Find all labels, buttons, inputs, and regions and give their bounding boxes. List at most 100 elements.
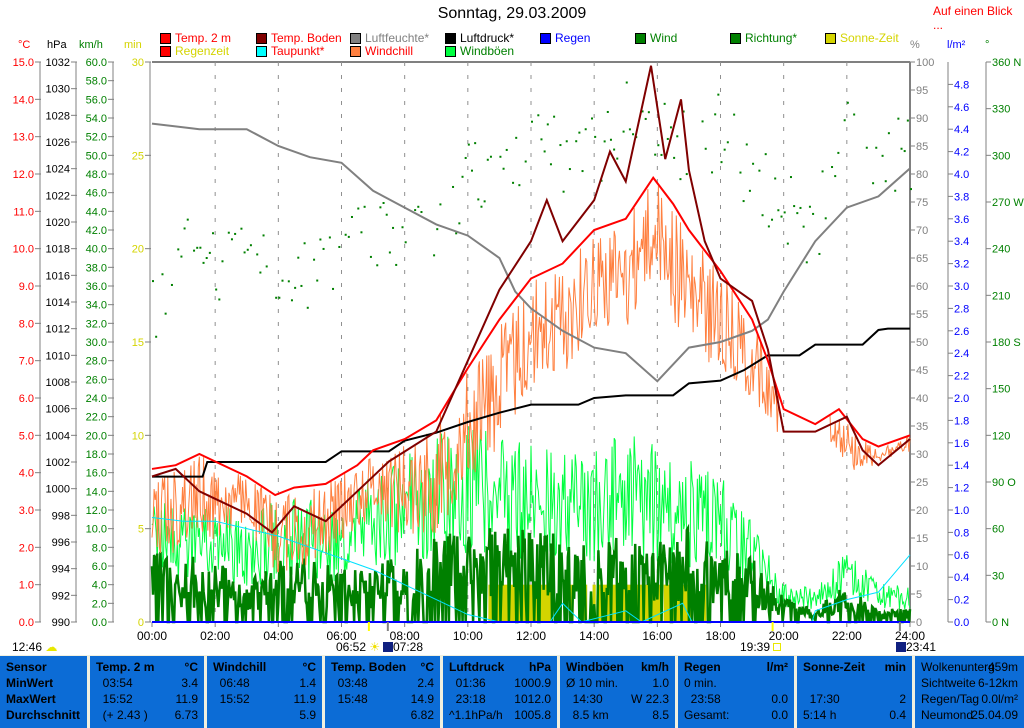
axis-tick-label: 8.0: [92, 542, 107, 554]
axis-tick-label: 1010: [46, 350, 70, 362]
stats-label: 03:48: [331, 676, 368, 690]
axis-tick-label: 30.0: [86, 337, 107, 349]
x-axis-tick-label: 20:00: [769, 629, 799, 643]
stats-label: Luftdruck: [449, 660, 505, 674]
richtung-dot: [382, 201, 385, 204]
legend-swatch: [730, 32, 741, 44]
richtung-dot: [319, 238, 322, 241]
richtung-dot: [606, 110, 609, 113]
stats-row: Sichtweite 6-12km: [921, 676, 1018, 692]
richtung-dot: [581, 170, 584, 173]
richtung-dot: [796, 212, 799, 215]
richtung-dot: [357, 207, 360, 210]
stats-label: Windchill: [213, 660, 267, 674]
stats-value: 5.9: [299, 708, 316, 722]
axis-tick-label: 50: [916, 337, 928, 349]
richtung-dot: [505, 148, 508, 151]
stats-row: 14:30 W 22.3: [566, 692, 669, 708]
stats-label: 5:14 h: [803, 708, 837, 722]
richtung-dot: [455, 232, 458, 235]
stats-label: 03:54: [96, 676, 133, 690]
axis-tick-label: 7.0: [19, 356, 34, 368]
axis-tick-label: 5.0: [19, 430, 34, 442]
richtung-dot: [186, 218, 189, 221]
axis-tick-label: 210: [992, 290, 1010, 302]
axis-tick-label: 10.0: [86, 524, 107, 536]
stats-row: MinWert: [6, 676, 81, 692]
stats-value: 0.0l/m²: [981, 692, 1018, 706]
legend-item: Windchill: [350, 44, 413, 58]
richtung-dot: [199, 246, 202, 249]
axis-tick-label: 2.0: [19, 542, 34, 554]
richtung-dot: [246, 248, 249, 251]
axis-tick-label: 24.0: [86, 393, 107, 405]
stats-label: 15:48: [331, 692, 368, 706]
legend-item: Sonne-Zeit: [825, 31, 899, 45]
axis-tick-label: 44.0: [86, 206, 107, 218]
stats-label: 8.5 km: [566, 708, 609, 722]
richtung-dot: [821, 170, 824, 173]
richtung-dot: [303, 242, 306, 245]
richtung-dot: [489, 155, 492, 158]
axis-tick-label: 58.0: [86, 76, 107, 88]
legend-item: Windböen: [445, 44, 514, 58]
statistics-table: Sensor MinWert MaxWert Durchschnitt Temp. 2 …: [0, 655, 1024, 728]
axis-unit-label: min: [124, 39, 142, 51]
stats-row: 03:54 3.4: [96, 676, 198, 692]
axis-tick-label: 3.6: [954, 214, 969, 226]
legend-swatch: [825, 32, 836, 44]
richtung-dot: [644, 117, 647, 120]
axis-tick-label: 1008: [46, 377, 70, 389]
richtung-dot: [297, 256, 300, 259]
richtung-dot: [562, 190, 565, 193]
stats-row: Neumond 25.04.09: [921, 708, 1018, 724]
stats-label: 01:36: [449, 676, 486, 690]
axis-tick-label: 40.0: [86, 244, 107, 256]
axis-tick-label: 1024: [46, 164, 70, 176]
axis-tick-label: 0.0: [954, 617, 969, 629]
richtung-dot: [808, 205, 811, 208]
stats-column: Wolkenunterg 459m Sichtweite 6-12km Regen/Ta…: [915, 656, 1024, 728]
richtung-dot: [401, 226, 404, 229]
stats-value: 11.9: [175, 692, 198, 706]
axis-tick-label: 85: [916, 141, 928, 153]
richtung-dot: [628, 128, 631, 131]
stats-value: 6.73: [174, 708, 198, 722]
stats-row: 01:36 1000.9: [449, 676, 551, 692]
stats-label: 15:52: [213, 692, 250, 706]
axis-tick-label: 14.0: [13, 94, 34, 106]
richtung-dot: [789, 176, 792, 179]
stats-value: 1.4: [299, 676, 316, 690]
stats-value: °C: [420, 660, 434, 674]
axis-tick-label: 15: [916, 533, 928, 545]
temp-boden-line: [151, 65, 911, 534]
axis-tick-label: 6.0: [19, 393, 34, 405]
richtung-dot: [433, 254, 436, 257]
stats-row: Sonne-Zeit min: [803, 660, 906, 676]
sunset-icon: [773, 643, 782, 651]
axis-tick-label: 8.0: [19, 318, 34, 330]
legend-item: Luftfeuchte*: [350, 31, 429, 45]
richtung-dot: [208, 251, 211, 254]
stats-value: 1.0: [652, 676, 669, 690]
stats-column: Windböen km/h Ø 10 min. 1.0 14:30 W 22.3 8.5…: [560, 656, 675, 728]
richtung-dot: [546, 123, 549, 126]
richtung-dot: [748, 189, 751, 192]
richtung-dot: [515, 136, 518, 139]
richtung-dot: [906, 119, 909, 122]
stats-value: 1005.8: [514, 708, 551, 722]
richtung-dot: [193, 249, 196, 252]
legend-item: Wind: [635, 31, 677, 45]
richtung-dot: [831, 166, 834, 169]
axis-tick-label: 3.8: [954, 191, 969, 203]
legend-label: Sonne-Zeit: [840, 31, 899, 45]
richtung-dot: [903, 150, 906, 153]
axis-tick-label: 0.4: [954, 572, 969, 584]
axis-tick-label: 1002: [46, 457, 70, 469]
richtung-dot: [616, 157, 619, 160]
glance-link[interactable]: Auf einen Blick ...: [933, 4, 1013, 32]
stats-value: 25.04.09: [971, 708, 1018, 722]
richtung-dot: [540, 138, 543, 141]
axis-tick-label: 80: [916, 169, 928, 181]
richtung-dot: [313, 258, 316, 261]
